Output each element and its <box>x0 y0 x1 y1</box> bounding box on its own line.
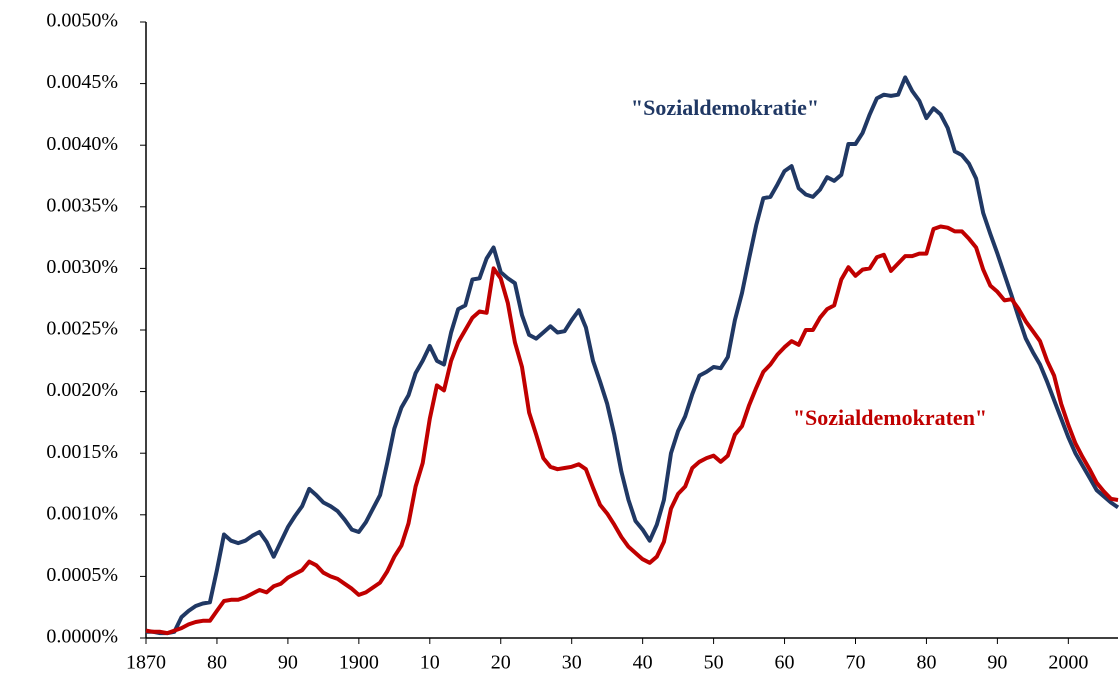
x-tick-label: 1870 <box>126 652 166 674</box>
x-tick-label: 30 <box>562 652 582 674</box>
x-tick-label: 90 <box>987 652 1007 674</box>
y-tick-label: 0.0010% <box>46 502 118 524</box>
x-tick-label: 1900 <box>339 652 379 674</box>
x-tick-label: 80 <box>207 652 227 674</box>
series-line <box>145 224 1119 636</box>
y-tick-label: 0.0040% <box>46 133 118 155</box>
x-tick-label: 20 <box>491 652 511 674</box>
x-tick-label: 40 <box>633 652 653 674</box>
y-tick-label: 0.0030% <box>46 256 118 278</box>
y-tick-label: 0.0015% <box>46 441 118 463</box>
series-label: "Sozialdemokraten" <box>793 405 987 430</box>
y-tick-label: 0.0005% <box>46 564 118 586</box>
x-tick-label: 80 <box>916 652 936 674</box>
x-tick-label: 10 <box>420 652 440 674</box>
x-tick-label: 70 <box>845 652 865 674</box>
y-tick-label: 0.0045% <box>46 71 118 93</box>
x-tick-label: 90 <box>278 652 298 674</box>
x-tick-label: 2000 <box>1048 652 1088 674</box>
series-label: "Sozialdemokratie" <box>631 95 819 120</box>
y-tick-label: 0.0035% <box>46 194 118 216</box>
y-tick-label: 0.0000% <box>46 626 118 648</box>
x-tick-label: 50 <box>704 652 724 674</box>
x-tick-label: 60 <box>775 652 795 674</box>
y-tick-label: 0.0025% <box>46 318 118 340</box>
series-line <box>146 75 1120 636</box>
y-tick-label: 0.0050% <box>46 10 118 32</box>
y-tick-label: 0.0020% <box>46 379 118 401</box>
